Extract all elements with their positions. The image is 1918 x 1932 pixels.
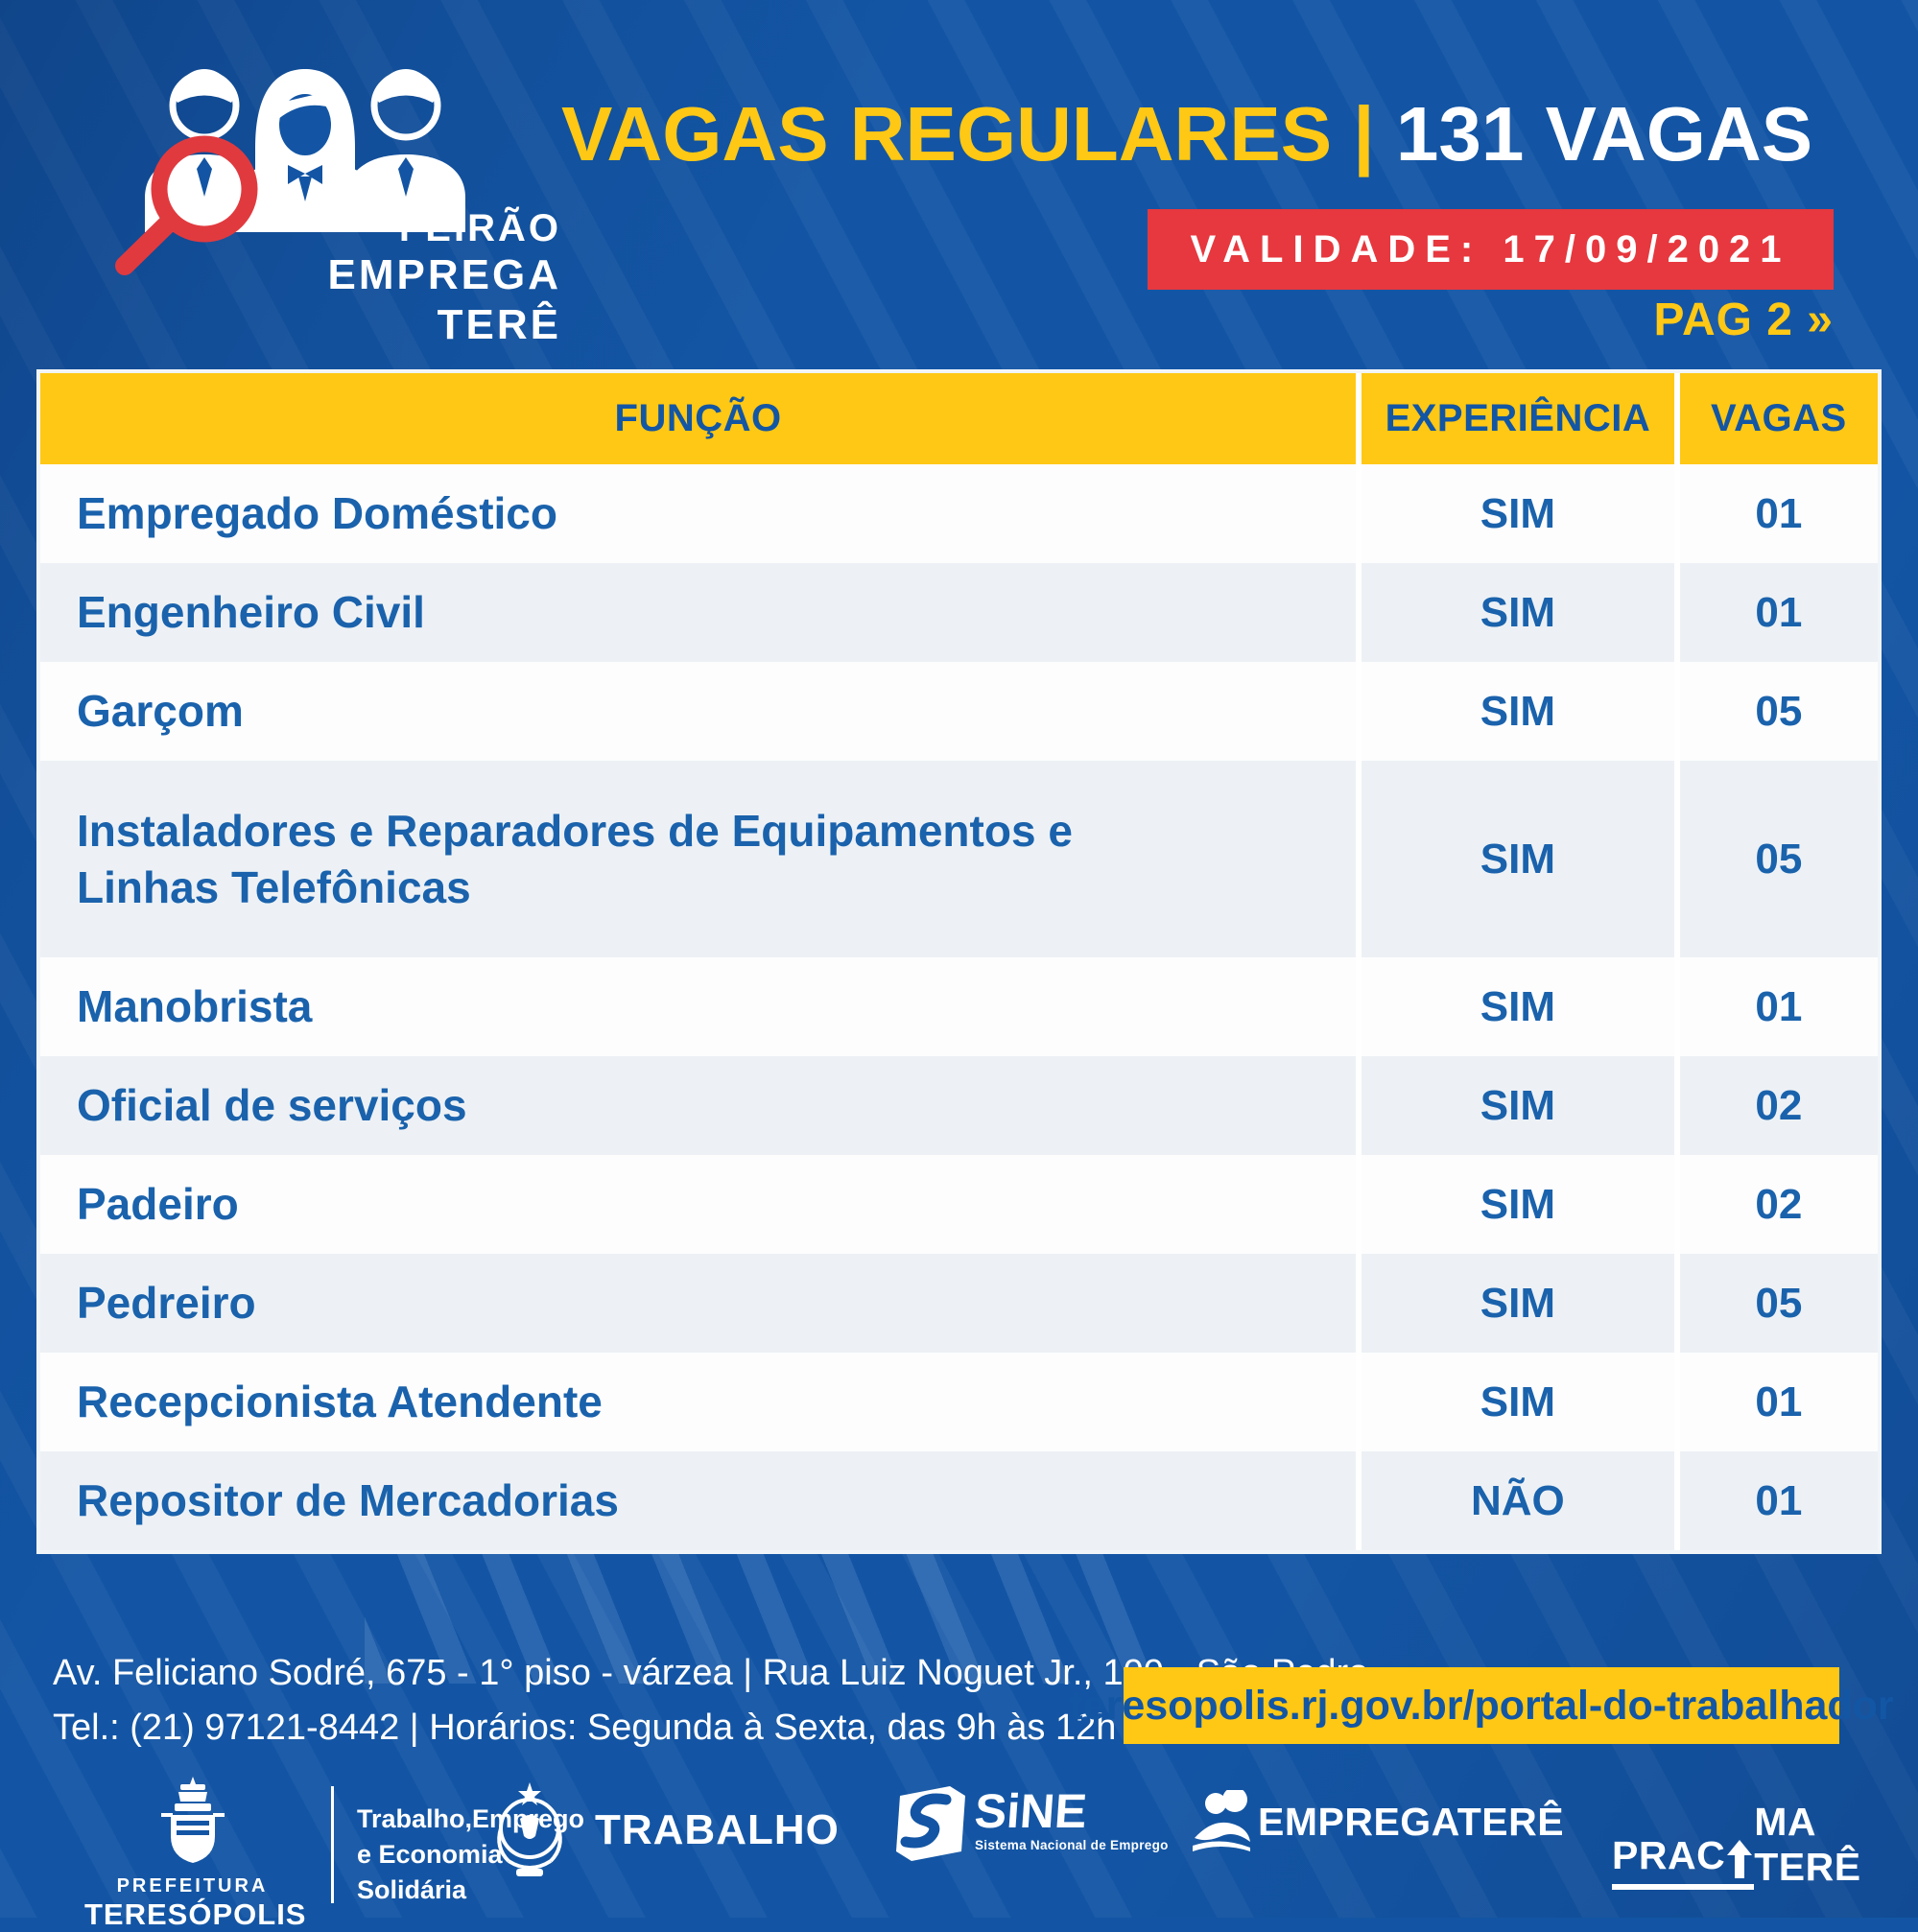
- prefeitura-logo: PREFEITURA TERESÓPOLIS: [84, 1777, 307, 1932]
- address-line2: Tel.: (21) 97121-8442 | Horários: Segund…: [53, 1708, 1328, 1748]
- experience-value: SIM: [1362, 1254, 1674, 1353]
- column-header-vagas: VAGAS: [1679, 373, 1878, 464]
- table-header-row: FUNÇÃO EXPERIÊNCIA VAGAS: [40, 373, 1878, 464]
- state-coat-of-arms-icon: [497, 1782, 562, 1876]
- job-title: Manobrista: [77, 981, 313, 1032]
- secretaria-label: Trabalho,Emprego e Economia Solidária: [357, 1804, 585, 1904]
- logo-wordmark: FEIRÃO EMPREGA TERÊ: [225, 206, 561, 350]
- vacancies-value: 01: [1679, 957, 1878, 1056]
- vacancies-value: 02: [1679, 1155, 1878, 1254]
- vacancies-value: 01: [1679, 563, 1878, 662]
- validity-text: VALIDADE: 17/09/2021: [1190, 227, 1791, 271]
- job-title: Pedreiro: [77, 1278, 256, 1329]
- job-title: Garçom: [77, 686, 244, 737]
- logo-line1: FEIRÃO: [398, 207, 561, 249]
- experience-value: SIM: [1362, 1155, 1674, 1254]
- experience-value: SIM: [1362, 563, 1674, 662]
- sine-label: SiNE: [973, 1784, 1089, 1838]
- experience-value: SIM: [1362, 1056, 1674, 1155]
- address-block: Av. Feliciano Sodré, 675 - 1° piso - vár…: [53, 1646, 1368, 1755]
- job-title: Padeiro: [77, 1179, 239, 1230]
- prefeitura-crest-icon: [160, 1777, 225, 1863]
- vacancies-value: 01: [1679, 1353, 1878, 1451]
- sine-logo: SiNE Sistema Nacional de Emprego: [896, 1784, 1169, 1861]
- table-row: Engenheiro Civil SIM 01: [40, 563, 1878, 662]
- job-title: Recepcionista Atendente: [77, 1377, 603, 1427]
- vacancies-value: 01: [1679, 1451, 1878, 1550]
- pracimatere-part1: PRAC: [1612, 1833, 1726, 1877]
- empregatere-label: EMPREGATERÊ: [1258, 1799, 1565, 1844]
- experience-value: NÃO: [1362, 1451, 1674, 1550]
- vacancies-value: 05: [1679, 761, 1878, 957]
- page-indicator[interactable]: PAG 2 »: [1653, 295, 1834, 345]
- empregatere-people-icon: [1193, 1790, 1250, 1851]
- job-title: Engenheiro Civil: [77, 587, 425, 638]
- sine-subtitle: Sistema Nacional de Emprego: [975, 1838, 1169, 1852]
- trabalho-logo: TRABALHO: [487, 1780, 840, 1880]
- prefeitura-label-1: PREFEITURA: [116, 1875, 269, 1897]
- table-row: Recepcionista Atendente SIM 01: [40, 1353, 1878, 1451]
- job-title: Repositor de Mercadorias: [77, 1475, 619, 1526]
- table-row: Repositor de Mercadorias NÃO 01: [40, 1451, 1878, 1550]
- table-row: Garçom SIM 05: [40, 662, 1878, 761]
- jobs-table: FUNÇÃO EXPERIÊNCIA VAGAS Empregado Domés…: [36, 369, 1882, 1554]
- job-title: Empregado Doméstico: [77, 488, 557, 539]
- table-row: Manobrista SIM 01: [40, 957, 1878, 1056]
- table-row: Pedreiro SIM 05: [40, 1254, 1878, 1353]
- vacancies-value: 05: [1679, 1254, 1878, 1353]
- magnifier-icon: [115, 135, 258, 275]
- experience-value: SIM: [1362, 1353, 1674, 1451]
- vacancies-value: 01: [1679, 464, 1878, 563]
- column-header-experiencia: EXPERIÊNCIA: [1362, 373, 1674, 464]
- validity-banner: VALIDADE: 17/09/2021: [1148, 209, 1834, 290]
- footer-divider: [331, 1786, 334, 1903]
- experience-value: SIM: [1362, 957, 1674, 1056]
- table-row: Padeiro SIM 02: [40, 1155, 1878, 1254]
- column-header-funcao: FUNÇÃO: [40, 373, 1357, 464]
- job-title: Oficial de serviços: [77, 1080, 467, 1131]
- vacancies-value: 05: [1679, 662, 1878, 761]
- job-title: Instaladores e Reparadores de Equipament…: [77, 805, 1073, 912]
- title-vagas-regulares: VAGAS REGULARES |: [561, 91, 1375, 177]
- experience-value: SIM: [1362, 464, 1674, 563]
- feirao-emprega-tere-logo-icon: [115, 69, 465, 275]
- table-row: Oficial de serviços SIM 02: [40, 1056, 1878, 1155]
- background-diagonal-stripes: [365, 1535, 1151, 1684]
- table-row: Empregado Doméstico SIM 01: [40, 464, 1878, 563]
- trabalho-label: TRABALHO: [595, 1806, 840, 1853]
- experience-value: SIM: [1362, 662, 1674, 761]
- website-bar[interactable]: teresopolis.rj.gov.br/portal-do-trabalha…: [1069, 1667, 1894, 1744]
- title-vagas-count: 131 VAGAS: [1395, 91, 1813, 177]
- pracimatere-logo: PRAC MA TERÊ: [1612, 1800, 1918, 1890]
- sine-mark-icon: [896, 1786, 965, 1861]
- website-url[interactable]: teresopolis.rj.gov.br/portal-do-trabalha…: [1069, 1682, 1894, 1729]
- table-row: Instaladores e Reparadores de Equipament…: [40, 761, 1878, 957]
- prefeitura-label-2: TERESÓPOLIS: [84, 1897, 307, 1931]
- empregatere-logo: EMPREGATERÊ: [1193, 1790, 1564, 1853]
- pracimatere-part2: MA TERÊ: [1754, 1800, 1861, 1889]
- logo-line2: EMPREGA TERÊ: [327, 251, 561, 348]
- up-arrow-icon: [1727, 1840, 1753, 1878]
- page-title: VAGAS REGULARES | 131 VAGAS: [561, 96, 1812, 173]
- experience-value: SIM: [1362, 761, 1674, 957]
- vacancies-value: 02: [1679, 1056, 1878, 1155]
